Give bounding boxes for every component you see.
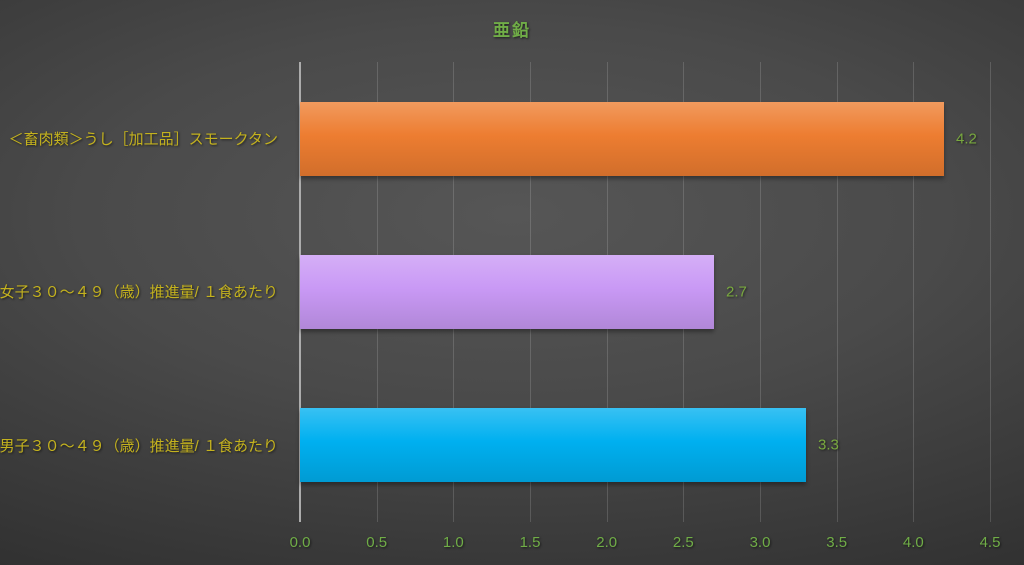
bar <box>300 101 944 176</box>
x-tick-label: 4.5 <box>979 534 1001 551</box>
x-tick-label: 3.5 <box>826 534 848 551</box>
gridline <box>990 62 991 522</box>
x-tick-label: 0.0 <box>289 534 311 551</box>
plot-area: 4.2 2.7 3.3 <box>299 62 991 522</box>
category-label: 男子３０～４９（歳）推進量/ １食あたり <box>0 437 278 455</box>
x-tick-label: 1.0 <box>442 534 464 551</box>
category-label: ＜畜肉類＞うし［加工品］スモークタン <box>8 131 278 149</box>
x-tick-label: 3.0 <box>749 534 771 551</box>
gridline <box>836 62 838 522</box>
x-tick-label: 1.5 <box>519 534 541 551</box>
bar <box>300 408 806 483</box>
x-tick-label: 0.5 <box>366 534 388 551</box>
gridline <box>760 62 761 522</box>
x-tick-label: 2.5 <box>672 534 694 551</box>
bar-band: 2.7 <box>300 215 990 368</box>
gridline <box>913 62 915 522</box>
x-tick-label: 4.0 <box>902 534 924 551</box>
bar-band: 3.3 <box>300 369 990 522</box>
value-label: 3.3 <box>818 436 839 454</box>
value-label: 2.7 <box>726 283 747 301</box>
category-axis: ＜畜肉類＞うし［加工品］スモークタン女子３０～４９（歳）推進量/ １食あたり 男子… <box>0 62 290 522</box>
bar-band: 4.2 <box>300 62 990 215</box>
category-label: 女子３０～４９（歳）推進量/ １食あたり <box>0 284 278 302</box>
x-axis-ticks: 0.0 0.5 1.0 1.5 2.0 2.5 3.0 3.5 4.0 4.5 <box>290 534 1001 556</box>
chart-title: 亜鉛 <box>493 21 531 40</box>
value-label: 4.2 <box>956 130 977 148</box>
x-tick-label: 2.0 <box>596 534 618 551</box>
bar <box>300 254 714 329</box>
